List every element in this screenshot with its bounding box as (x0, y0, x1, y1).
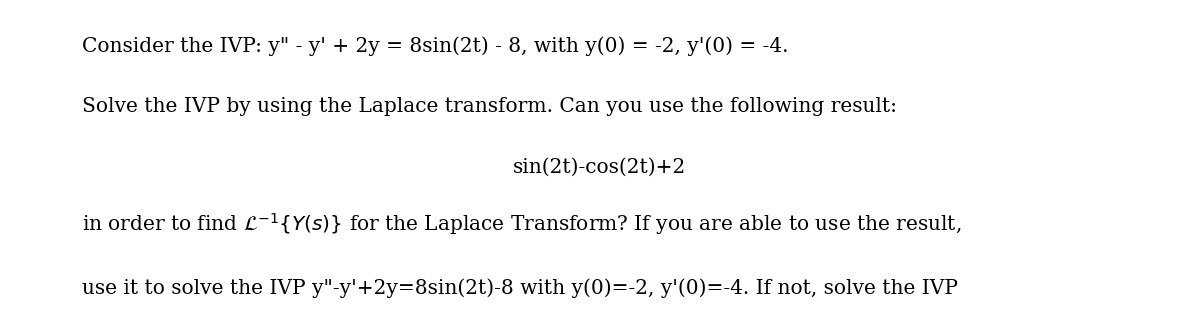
Text: Consider the IVP: y" - y' + 2y = 8sin(2t) - 8, with y(0) = -2, y'(0) = -4.: Consider the IVP: y" - y' + 2y = 8sin(2t… (82, 36, 788, 56)
Text: in order to find $\mathcal{L}^{-1}\{Y(s)\}$ for the Laplace Transform? If you ar: in order to find $\mathcal{L}^{-1}\{Y(s)… (82, 211, 961, 237)
Text: sin(2t)-cos(2t)+2: sin(2t)-cos(2t)+2 (514, 158, 686, 177)
Text: Solve the IVP by using the Laplace transform. Can you use the following result:: Solve the IVP by using the Laplace trans… (82, 97, 896, 116)
Text: use it to solve the IVP y"-y'+2y=8sin(2t)-8 with y(0)=-2, y'(0)=-4. If not, solv: use it to solve the IVP y"-y'+2y=8sin(2t… (82, 278, 958, 298)
